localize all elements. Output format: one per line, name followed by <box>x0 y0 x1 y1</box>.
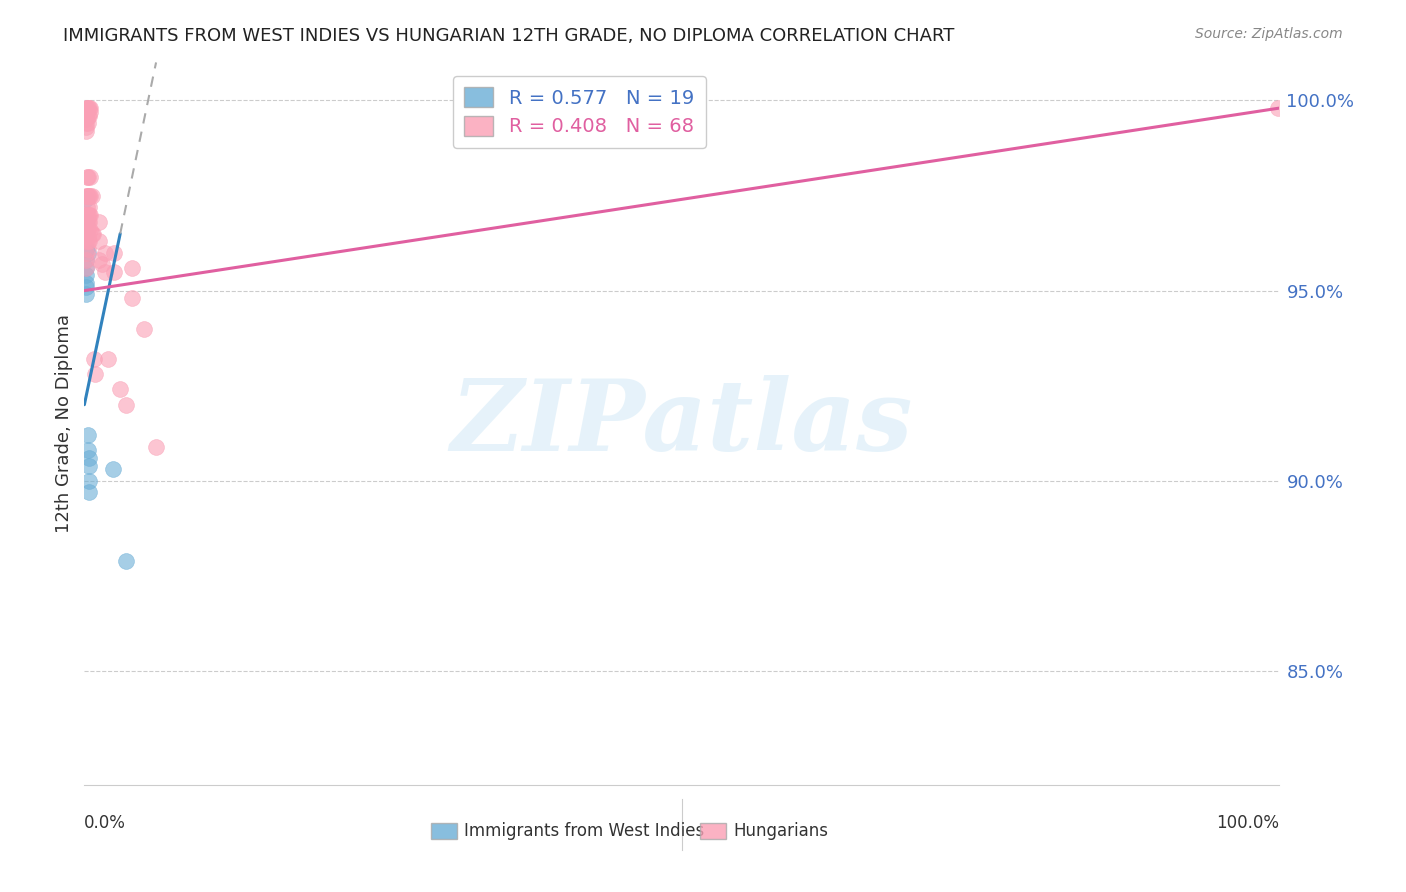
Point <box>77 188 100 202</box>
Point <box>75 260 97 275</box>
Point <box>77 242 100 256</box>
Point <box>75 253 97 268</box>
Point <box>79 104 101 119</box>
Point <box>77 450 100 465</box>
Point <box>82 227 104 241</box>
Point <box>75 116 97 130</box>
Point <box>77 428 100 442</box>
Text: Immigrants from West Indies: Immigrants from West Indies <box>464 822 704 840</box>
Point <box>79 188 101 202</box>
Point <box>75 242 97 256</box>
Point <box>75 192 97 206</box>
Point <box>93 245 115 260</box>
Point <box>115 398 138 412</box>
Point <box>77 169 100 184</box>
Point <box>75 234 97 248</box>
Point <box>103 264 125 278</box>
Point <box>77 234 100 248</box>
Point <box>75 109 97 123</box>
Bar <box>432 823 457 839</box>
Point <box>110 383 132 397</box>
Point <box>77 245 100 260</box>
Point <box>1267 101 1289 115</box>
Point <box>93 264 115 278</box>
Point <box>76 169 98 184</box>
Point <box>75 245 97 260</box>
Point <box>75 276 97 290</box>
Point <box>87 215 110 229</box>
Point <box>115 553 138 567</box>
Point <box>75 101 97 115</box>
Point <box>75 268 97 283</box>
Bar <box>700 823 725 839</box>
Point <box>76 230 98 244</box>
Point <box>77 443 100 458</box>
Point <box>77 223 100 237</box>
Point <box>76 101 98 115</box>
Point <box>75 208 97 222</box>
Point <box>79 208 101 222</box>
Text: 100.0%: 100.0% <box>1216 814 1279 832</box>
Point <box>101 462 124 476</box>
Point <box>87 234 110 248</box>
Point <box>77 474 100 488</box>
Point <box>77 188 100 202</box>
Point <box>77 116 100 130</box>
Point <box>77 215 100 229</box>
Point <box>77 234 100 248</box>
Point <box>77 109 100 123</box>
Point <box>76 223 98 237</box>
Point <box>75 104 97 119</box>
Point <box>91 257 114 271</box>
Point <box>121 260 143 275</box>
Point <box>75 120 97 134</box>
Point <box>132 321 156 335</box>
Point <box>75 124 97 138</box>
Point <box>75 287 97 301</box>
Text: IMMIGRANTS FROM WEST INDIES VS HUNGARIAN 12TH GRADE, NO DIPLOMA CORRELATION CHAR: IMMIGRANTS FROM WEST INDIES VS HUNGARIAN… <box>63 27 955 45</box>
Legend: R = 0.577   N = 19, R = 0.408   N = 68: R = 0.577 N = 19, R = 0.408 N = 68 <box>453 76 706 148</box>
Point <box>76 215 98 229</box>
Point <box>80 227 103 241</box>
Point <box>80 188 103 202</box>
Point <box>77 109 100 123</box>
Point <box>77 458 100 473</box>
Point <box>79 169 101 184</box>
Text: 0.0%: 0.0% <box>84 814 127 832</box>
Point <box>75 112 97 127</box>
Point <box>77 215 100 229</box>
Point <box>77 230 100 244</box>
Point <box>97 352 120 367</box>
Point <box>76 188 98 202</box>
Text: Hungarians: Hungarians <box>734 822 828 840</box>
Text: Source: ZipAtlas.com: Source: ZipAtlas.com <box>1195 27 1343 41</box>
Point <box>77 485 100 500</box>
Point <box>75 253 97 268</box>
Point <box>75 215 97 229</box>
Point <box>83 352 105 367</box>
Y-axis label: 12th Grade, No Diploma: 12th Grade, No Diploma <box>55 314 73 533</box>
Point <box>79 101 101 115</box>
Point <box>77 101 100 115</box>
Point <box>76 208 98 222</box>
Point <box>103 245 125 260</box>
Point <box>76 200 98 214</box>
Point <box>75 227 97 241</box>
Point <box>121 291 143 305</box>
Point <box>84 368 107 382</box>
Point <box>77 101 100 115</box>
Text: ZIPatlas: ZIPatlas <box>451 376 912 472</box>
Point <box>75 280 97 294</box>
Point <box>75 188 97 202</box>
Point <box>75 260 97 275</box>
Point <box>87 253 110 268</box>
Point <box>76 104 98 119</box>
Point <box>75 227 97 241</box>
Point <box>77 200 100 214</box>
Point <box>77 208 100 222</box>
Point <box>145 440 167 454</box>
Point <box>79 223 101 237</box>
Point <box>77 208 100 222</box>
